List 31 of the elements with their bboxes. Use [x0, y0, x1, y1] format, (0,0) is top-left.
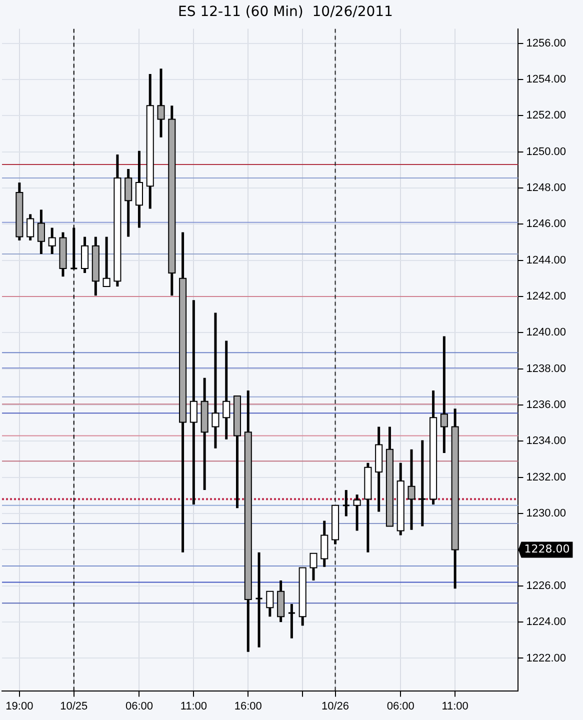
y-tick-label: 1222.00	[526, 652, 566, 664]
y-tick-label: 1246.00	[526, 218, 566, 230]
y-tick-label: 1248.00	[526, 182, 566, 194]
x-tick-label: 16:00	[234, 700, 262, 712]
y-tick-label: 1240.00	[526, 326, 566, 339]
candlestick	[342, 488, 350, 518]
x-tick-label: 06:00	[125, 700, 153, 712]
candlestick	[418, 439, 426, 528]
y-tick-label: 1224.00	[526, 616, 566, 628]
y-tick-label: 1254.00	[526, 73, 566, 86]
y-tick-label: 1250.00	[526, 146, 566, 158]
y-tick-label: 1244.00	[526, 254, 566, 266]
x-tick-label: 10/25	[60, 700, 88, 712]
y-tick-label: 1226.00	[526, 580, 566, 592]
x-tick-label: 11:00	[442, 700, 468, 712]
y-tick-label: 1234.00	[526, 435, 566, 448]
y-tick-label: 1236.00	[526, 399, 566, 412]
y-tick-label: 1256.00	[526, 37, 566, 50]
y-tick-label: 1238.00	[526, 362, 566, 375]
x-tick-label: 19:00	[6, 700, 34, 712]
candlestick	[255, 551, 264, 649]
x-tick-label: 10/26	[322, 700, 350, 712]
y-tick-label: 1242.00	[526, 290, 566, 303]
y-tick-label: 1252.00	[526, 110, 566, 122]
y-tick-label: 1230.00	[526, 508, 566, 520]
candlestick	[288, 602, 296, 640]
y-tick-label: 1232.00	[526, 471, 566, 484]
x-tick-label: 06:00	[386, 700, 414, 712]
text: 1228.00	[524, 542, 570, 556]
chart-title: ES 12-11 (60 Min) 10/26/2011	[178, 4, 393, 20]
x-tick-label: 11:00	[180, 700, 208, 712]
